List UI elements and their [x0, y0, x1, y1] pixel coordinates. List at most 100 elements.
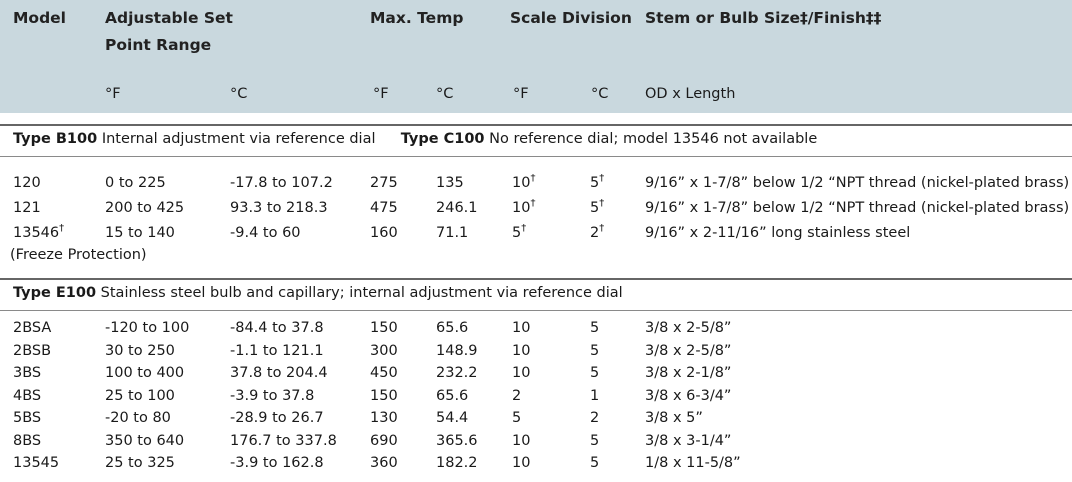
- cell-c-range: -3.9 to 162.8: [230, 455, 324, 471]
- unit-f-range: °F: [105, 86, 121, 102]
- cell-max-f: 275: [370, 175, 398, 191]
- cell-div-c: 5: [590, 432, 600, 449]
- cell-f-range: 350 to 640: [105, 432, 185, 449]
- cell-stem: 3/8 x 6-3/4”: [645, 387, 732, 404]
- cell-max-c: 148.9: [436, 342, 478, 359]
- cell-max-f: 690: [370, 432, 398, 449]
- cell-div-f: 10: [512, 320, 531, 336]
- cell-stem: 9/16” x 2-11/16” long stainless steel: [645, 225, 911, 241]
- unit-c-div: °C: [591, 86, 609, 102]
- cell-f-range: 100 to 400: [105, 365, 185, 381]
- header-model: Model: [13, 9, 66, 27]
- cell-div-f: 2: [512, 387, 522, 404]
- cell-c-range: 93.3 to 218.3: [230, 200, 328, 216]
- dagger-mark: †: [599, 198, 605, 209]
- cell-stem: 3/8 x 2-1/8”: [645, 365, 732, 381]
- cell-max-c: 232.2: [436, 365, 478, 381]
- dagger-mark: †: [599, 173, 605, 184]
- cell-div-f: 10: [512, 455, 531, 471]
- cell-f-range: 0 to 225: [105, 175, 166, 191]
- cell-f-range: 25 to 325: [105, 455, 175, 471]
- cell-div-c: 5: [590, 455, 600, 471]
- cell-max-f: 160: [370, 225, 398, 241]
- type-b100-desc: Internal adjustment via reference dial: [101, 131, 376, 147]
- cell-div-c: 2†: [590, 223, 605, 242]
- cell-model: 120: [13, 175, 41, 191]
- cell-model: 2BSB: [13, 342, 52, 359]
- cell-max-c: 135: [436, 175, 464, 191]
- cell-model: 8BS: [13, 432, 42, 449]
- cell-max-c: 65.6: [436, 387, 469, 404]
- cell-max-f: 130: [370, 410, 398, 426]
- cell-div-f: 10†: [512, 173, 536, 192]
- cell-div-c: 5†: [590, 198, 605, 217]
- cell-max-f: 150: [370, 320, 398, 336]
- cell-f-range: 30 to 250: [105, 342, 175, 359]
- cell-stem: 9/16” x 1-7/8” below 1/2 “NPT thread (ni…: [645, 200, 1070, 216]
- cell-f-range: 15 to 140: [105, 225, 175, 241]
- cell-c-range: 37.8 to 204.4: [230, 365, 328, 381]
- cell-c-range: -3.9 to 37.8: [230, 387, 315, 404]
- cell-max-c: 65.6: [436, 320, 469, 336]
- cell-div-f: 10: [512, 342, 531, 359]
- cell-div-c: 2: [590, 410, 600, 426]
- cell-div-c: 5: [590, 365, 600, 381]
- cell-max-c: 365.6: [436, 432, 478, 449]
- type-c100-label: Type C100: [400, 131, 485, 147]
- cell-f-range: -20 to 80: [105, 410, 171, 426]
- dagger-mark: †: [599, 223, 605, 234]
- dagger-mark: †: [530, 173, 536, 184]
- cell-max-f: 360: [370, 455, 398, 471]
- divider: [0, 156, 1072, 157]
- divider: [0, 278, 1072, 280]
- unit-c-range: °C: [230, 86, 248, 102]
- type-c100-desc: No reference dial; model 13546 not avail…: [489, 131, 818, 147]
- cell-c-range: -28.9 to 26.7: [230, 410, 324, 426]
- cell-c-range: -17.8 to 107.2: [230, 175, 333, 191]
- cell-f-range: 200 to 425: [105, 200, 185, 216]
- cell-stem: 3/8 x 2-5/8”: [645, 320, 732, 336]
- cell-div-c: 5: [590, 320, 600, 336]
- cell-max-f: 450: [370, 365, 398, 381]
- unit-f-div: °F: [513, 86, 529, 102]
- cell-div-f: 10: [512, 432, 531, 449]
- dagger-mark: †: [530, 198, 536, 209]
- cell-model: 5BS: [13, 410, 42, 426]
- cell-max-c: 54.4: [436, 410, 469, 426]
- cell-c-range: -84.4 to 37.8: [230, 320, 324, 336]
- cell-max-c: 182.2: [436, 455, 478, 471]
- cell-max-f: 150: [370, 387, 398, 404]
- cell-max-c: 246.1: [436, 200, 478, 216]
- cell-stem: 1/8 x 11-5/8”: [645, 455, 741, 471]
- cell-f-range: -120 to 100: [105, 320, 190, 336]
- cell-stem: 3/8 x 2-5/8”: [645, 342, 732, 359]
- cell-stem: 9/16” x 1-7/8” below 1/2 “NPT thread (ni…: [645, 175, 1070, 191]
- cell-div-f: 5†: [512, 223, 527, 242]
- header-range-line2: Point Range: [105, 36, 212, 54]
- cell-div-c: 5†: [590, 173, 605, 192]
- cell-stem: 3/8 x 3-1/4”: [645, 432, 732, 449]
- header-max-temp: Max. Temp: [370, 9, 464, 27]
- cell-div-c: 5: [590, 342, 600, 359]
- section-b-c-heading: Type B100 Internal adjustment via refere…: [13, 131, 817, 147]
- cell-c-range: 176.7 to 337.8: [230, 432, 337, 449]
- cell-div-f: 5: [512, 410, 522, 426]
- dagger-mark: †: [521, 223, 527, 234]
- unit-c-max: °C: [436, 86, 454, 102]
- header-stem-size: Stem or Bulb Size‡/Finish‡‡: [645, 9, 882, 27]
- header-range: Adjustable Set: [105, 9, 233, 27]
- type-b100-label: Type B100: [13, 131, 98, 147]
- unit-od-length: OD x Length: [645, 86, 736, 102]
- dagger-mark: †: [59, 223, 65, 234]
- header-scale-division: Scale Division: [510, 9, 632, 27]
- cell-model: 121: [13, 200, 41, 216]
- type-e100-desc: Stainless steel bulb and capillary; inte…: [100, 285, 623, 301]
- cell-max-c: 71.1: [436, 225, 469, 241]
- cell-model: 4BS: [13, 387, 42, 404]
- cell-max-f: 300: [370, 342, 398, 359]
- cell-div-f: 10: [512, 365, 531, 381]
- divider: [0, 124, 1072, 126]
- cell-c-range: -1.1 to 121.1: [230, 342, 324, 359]
- table-header: Model Adjustable Set Point Range Max. Te…: [0, 0, 1072, 113]
- cell-div-f: 10†: [512, 198, 536, 217]
